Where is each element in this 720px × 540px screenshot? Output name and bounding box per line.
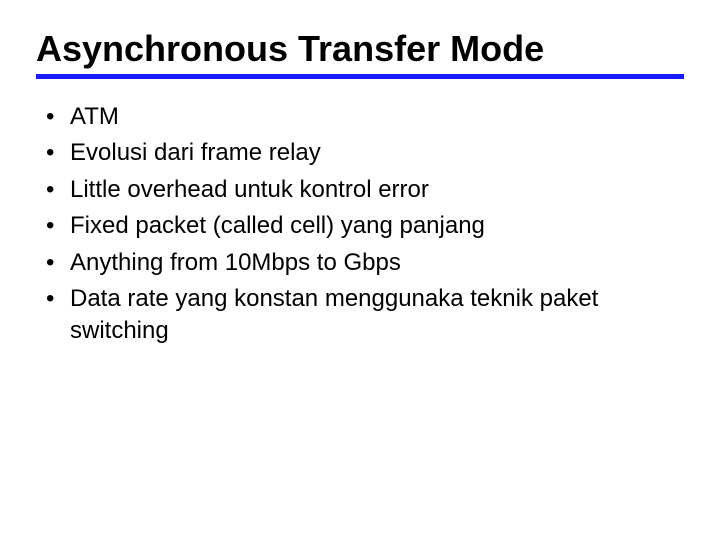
bullet-icon: • (46, 283, 70, 315)
list-item: • Data rate yang konstan menggunaka tekn… (46, 283, 684, 348)
bullet-icon: • (46, 174, 70, 206)
slide-title: Asynchronous Transfer Mode (36, 28, 684, 70)
list-item: • Anything from 10Mbps to Gbps (46, 247, 684, 279)
list-item: • Fixed packet (called cell) yang panjan… (46, 210, 684, 242)
bullet-text: Data rate yang konstan menggunaka teknik… (70, 283, 684, 348)
bullet-text: Fixed packet (called cell) yang panjang (70, 210, 684, 242)
list-item: • Evolusi dari frame relay (46, 137, 684, 169)
bullet-icon: • (46, 247, 70, 279)
title-underline: Asynchronous Transfer Mode (36, 28, 684, 79)
slide: Asynchronous Transfer Mode • ATM • Evolu… (0, 0, 720, 540)
list-item: • Little overhead untuk kontrol error (46, 174, 684, 206)
bullet-text: ATM (70, 101, 684, 133)
bullet-icon: • (46, 210, 70, 242)
bullet-list: • ATM • Evolusi dari frame relay • Littl… (36, 101, 684, 348)
list-item: • ATM (46, 101, 684, 133)
bullet-text: Evolusi dari frame relay (70, 137, 684, 169)
bullet-text: Anything from 10Mbps to Gbps (70, 247, 684, 279)
bullet-text: Little overhead untuk kontrol error (70, 174, 684, 206)
bullet-icon: • (46, 101, 70, 133)
bullet-icon: • (46, 137, 70, 169)
